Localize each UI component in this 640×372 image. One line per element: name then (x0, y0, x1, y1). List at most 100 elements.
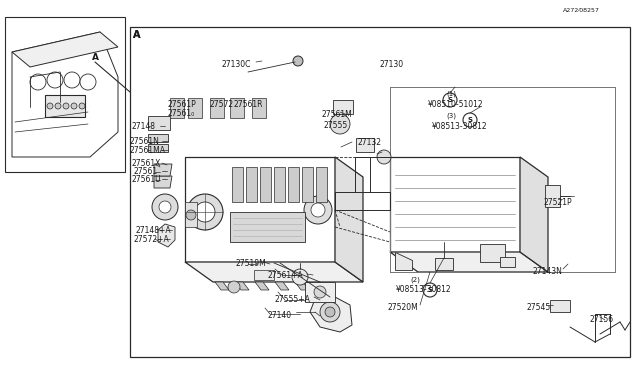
Text: 27545: 27545 (527, 302, 551, 311)
Text: 27572: 27572 (210, 99, 234, 109)
Circle shape (320, 302, 340, 322)
Polygon shape (335, 157, 363, 282)
Text: 27520M: 27520M (388, 302, 419, 311)
Text: ¥08513-30812: ¥08513-30812 (396, 285, 452, 295)
Bar (232, 167, 243, 202)
Text: 27130C: 27130C (222, 60, 252, 68)
Polygon shape (255, 282, 269, 290)
Circle shape (79, 103, 85, 109)
Text: 27143N: 27143N (533, 267, 563, 276)
Circle shape (159, 201, 171, 213)
Circle shape (47, 72, 63, 88)
Bar (274, 167, 285, 202)
Bar (288, 167, 299, 202)
Polygon shape (154, 176, 172, 188)
Bar (130, 27, 630, 357)
Bar (480, 244, 505, 262)
Bar (5, 17, 125, 172)
Circle shape (377, 150, 391, 164)
Text: (1): (1) (446, 91, 456, 97)
Bar (435, 258, 453, 270)
Text: 27561N: 27561N (130, 137, 160, 145)
Text: 27156: 27156 (590, 314, 614, 324)
Circle shape (325, 307, 335, 317)
Circle shape (463, 113, 477, 127)
Circle shape (30, 74, 46, 90)
Circle shape (423, 283, 437, 297)
Bar (210, 98, 224, 118)
Polygon shape (154, 164, 172, 176)
Polygon shape (390, 157, 520, 252)
Bar (260, 167, 271, 202)
Bar (170, 98, 184, 118)
Text: 27561U: 27561U (131, 174, 161, 183)
Circle shape (443, 93, 457, 107)
Bar (185, 202, 197, 227)
Bar (550, 300, 570, 312)
Text: S: S (467, 117, 472, 123)
Text: S: S (428, 287, 433, 293)
Text: A: A (92, 52, 99, 61)
Text: 27555+A: 27555+A (275, 295, 311, 305)
Bar (316, 167, 327, 202)
Text: 27561P: 27561P (168, 99, 196, 109)
Text: 27561X: 27561X (131, 158, 161, 167)
Text: A272⁄08257: A272⁄08257 (563, 7, 600, 13)
Text: A: A (133, 30, 141, 40)
Text: 27561R: 27561R (234, 99, 264, 109)
Circle shape (47, 103, 53, 109)
Circle shape (304, 196, 332, 224)
Bar (246, 167, 257, 202)
Text: 27561M: 27561M (322, 109, 353, 119)
Text: (2): (2) (410, 277, 420, 283)
Circle shape (292, 269, 308, 285)
Polygon shape (12, 32, 118, 67)
Text: 27148: 27148 (131, 122, 155, 131)
Text: 27572+A: 27572+A (134, 234, 170, 244)
Bar (390, 87, 615, 272)
Bar (148, 116, 170, 130)
Circle shape (64, 72, 80, 88)
Text: 27130: 27130 (380, 60, 404, 68)
Text: ¥08510-51012: ¥08510-51012 (428, 99, 484, 109)
Circle shape (71, 103, 77, 109)
Polygon shape (148, 134, 168, 142)
Polygon shape (305, 282, 335, 302)
Text: 27561: 27561 (133, 167, 157, 176)
Text: 27519M: 27519M (235, 260, 266, 269)
Text: (3): (3) (446, 113, 456, 119)
Bar (230, 212, 305, 242)
Polygon shape (390, 252, 548, 272)
Polygon shape (235, 282, 249, 290)
Bar (254, 270, 274, 280)
Circle shape (186, 210, 196, 220)
Polygon shape (395, 252, 412, 270)
Circle shape (187, 194, 223, 230)
Polygon shape (12, 32, 118, 157)
Bar (302, 167, 313, 202)
Circle shape (152, 194, 178, 220)
Bar (333, 100, 353, 114)
Circle shape (314, 286, 326, 298)
Text: ¥08513-30812: ¥08513-30812 (432, 122, 488, 131)
Polygon shape (520, 157, 548, 272)
Text: 27140: 27140 (268, 311, 292, 320)
Polygon shape (275, 282, 289, 290)
Text: 27521P: 27521P (544, 198, 573, 206)
Bar (252, 98, 266, 118)
Text: 27132: 27132 (358, 138, 382, 147)
Polygon shape (185, 157, 335, 262)
Polygon shape (310, 297, 352, 332)
Circle shape (293, 56, 303, 66)
Bar (356, 138, 374, 152)
Polygon shape (185, 262, 363, 282)
Circle shape (80, 74, 96, 90)
Circle shape (195, 202, 215, 222)
Circle shape (63, 103, 69, 109)
Bar (230, 98, 244, 118)
Text: A: A (133, 30, 141, 40)
Polygon shape (148, 144, 168, 152)
Text: 27148+A: 27148+A (135, 225, 171, 234)
Circle shape (330, 114, 350, 134)
Text: 27555: 27555 (324, 121, 348, 129)
